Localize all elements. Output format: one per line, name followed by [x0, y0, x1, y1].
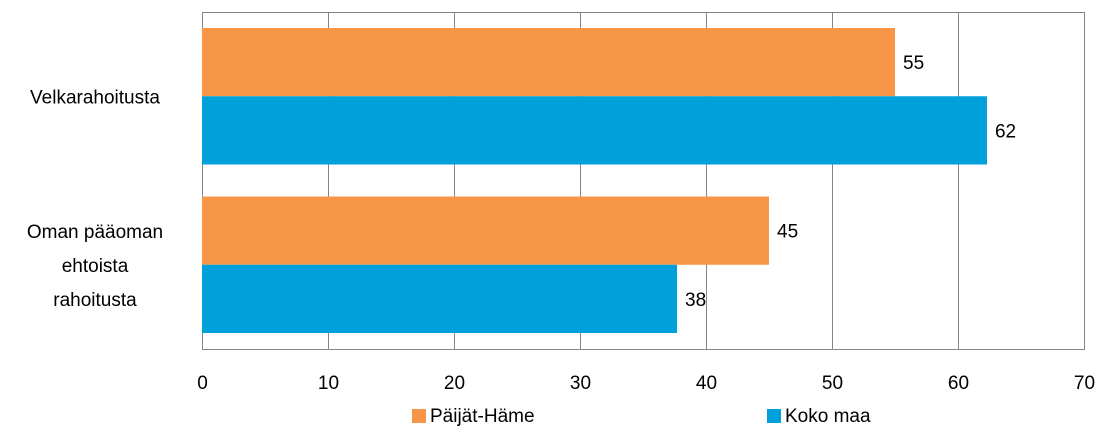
- x-tick-label: 60: [948, 373, 969, 394]
- x-tick-label: 30: [570, 373, 591, 394]
- x-tick-label: 70: [1074, 373, 1095, 394]
- bar-koko-maa: [202, 96, 987, 165]
- x-tick-label: 20: [444, 373, 465, 394]
- legend: Päijät-Häme Koko maa: [412, 406, 871, 427]
- data-label: 38: [685, 290, 706, 311]
- legend-label: Päijät-Häme: [430, 406, 535, 427]
- plot-area-border: [202, 12, 1085, 350]
- x-tick-label: 0: [197, 373, 208, 394]
- bar-koko-maa: [202, 264, 678, 333]
- x-tick-label: 50: [822, 373, 843, 394]
- data-label: 55: [903, 53, 924, 74]
- bar-paijat-hame: [202, 196, 769, 265]
- data-label: 45: [777, 222, 798, 243]
- legend-label: Koko maa: [785, 406, 871, 427]
- category-label-line: rahoitusta: [53, 290, 137, 311]
- bar-paijat-hame: [202, 28, 895, 97]
- legend-swatch: [767, 409, 781, 423]
- bar-layer: [202, 28, 987, 333]
- category-label-line: ehtoista: [62, 256, 129, 277]
- label-layer: 55 62 45 38: [685, 53, 1016, 311]
- category-label-line: Velkarahoitusta: [30, 87, 160, 108]
- category-label-line: Oman pääoman: [27, 222, 163, 243]
- x-tick-label: 10: [318, 373, 339, 394]
- x-tick-label: 40: [696, 373, 717, 394]
- category-label: Velkarahoitusta: [30, 87, 160, 108]
- category-label: Oman pääoman ehtoista rahoitusta: [27, 222, 163, 311]
- data-label: 62: [995, 121, 1016, 142]
- axis-layer: 0 10 20 30 40 50 60 70 Velkarahoitusta Oman pääom…: [27, 87, 1095, 394]
- legend-swatch: [412, 409, 426, 423]
